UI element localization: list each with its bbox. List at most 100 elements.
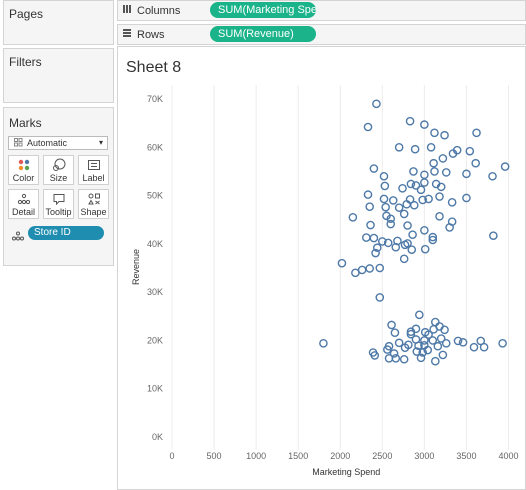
filters-title: Filters	[9, 55, 42, 69]
data-point	[411, 181, 421, 190]
data-point	[435, 212, 444, 221]
data-point	[435, 192, 444, 201]
color-button[interactable]: Color	[8, 155, 39, 185]
data-point	[369, 164, 379, 173]
data-point	[453, 336, 463, 346]
y-tick-label: 70K	[147, 94, 163, 104]
data-point	[489, 231, 498, 240]
data-point	[429, 325, 438, 334]
y-tick-label: 60K	[147, 142, 163, 152]
data-point	[383, 345, 392, 354]
data-point	[386, 219, 396, 229]
data-point	[394, 338, 404, 348]
data-point	[387, 320, 396, 330]
data-point	[400, 240, 410, 250]
rows-shelf[interactable]: Rows SUM(Revenue)	[117, 24, 526, 45]
data-point	[479, 342, 489, 352]
data-point	[409, 200, 419, 210]
shape-button[interactable]: Shape	[78, 189, 109, 219]
filters-card[interactable]: Filters	[3, 48, 114, 103]
y-axis-label: Revenue	[131, 249, 141, 285]
data-point	[445, 223, 454, 232]
x-tick-label: 1000	[246, 451, 266, 461]
data-point	[383, 238, 393, 248]
y-tick-label: 10K	[147, 384, 163, 394]
detail-field-icon	[11, 228, 25, 246]
columns-label: Columns	[137, 4, 181, 17]
store-id-pill[interactable]: Store ID	[28, 226, 104, 240]
detail-button[interactable]: Detail	[8, 189, 39, 219]
data-point	[406, 327, 416, 337]
data-point	[431, 356, 440, 366]
data-point	[394, 142, 404, 152]
size-button[interactable]: Size	[43, 155, 74, 185]
x-tick-label: 3500	[456, 451, 476, 461]
detail-icon	[9, 192, 38, 208]
data-point	[488, 171, 497, 181]
rows-shelf-label: Rows	[122, 28, 165, 41]
tooltip-icon	[44, 192, 73, 208]
data-point	[424, 194, 433, 204]
data-point	[371, 248, 380, 258]
data-point	[372, 243, 382, 253]
y-tick-label: 50K	[147, 191, 163, 201]
data-point	[363, 122, 373, 132]
data-point	[357, 265, 367, 275]
color-label: Color	[12, 173, 35, 183]
data-point	[420, 120, 429, 129]
data-point	[369, 233, 379, 243]
label-label: Label	[82, 173, 105, 183]
y-tick-label: 0K	[152, 432, 163, 442]
data-point	[406, 179, 416, 189]
y-tick-label: 30K	[147, 287, 163, 297]
data-point	[362, 233, 371, 242]
data-point	[375, 263, 385, 273]
data-point	[448, 149, 458, 158]
detail-label: Detail	[11, 207, 35, 217]
columns-pill[interactable]: SUM(Marketing Spen..	[210, 2, 316, 18]
rows-icon	[122, 28, 132, 41]
data-point	[440, 130, 449, 140]
tooltip-label: Tooltip	[45, 207, 72, 217]
x-tick-label: 0	[169, 451, 174, 461]
data-point	[407, 245, 417, 254]
data-point	[394, 203, 404, 212]
data-point	[381, 202, 390, 212]
mark-type-dropdown[interactable]: Automatic ▾	[8, 136, 108, 150]
data-point	[389, 349, 399, 358]
data-point	[399, 354, 409, 364]
data-point	[476, 336, 486, 346]
columns-shelf[interactable]: Columns SUM(Marketing Spen..	[117, 0, 526, 21]
pages-card[interactable]: Pages	[3, 0, 114, 45]
data-point	[382, 211, 391, 221]
data-point	[416, 185, 426, 195]
tooltip-button[interactable]: Tooltip	[43, 189, 74, 219]
data-point	[462, 169, 471, 179]
data-point	[433, 341, 443, 351]
x-tick-label: 2500	[372, 451, 392, 461]
data-point	[410, 144, 420, 154]
data-point	[429, 158, 438, 168]
rows-pill[interactable]: SUM(Revenue)	[210, 26, 316, 42]
columns-shelf-label: Columns	[122, 4, 180, 17]
data-point	[403, 221, 412, 230]
data-point	[436, 182, 446, 192]
data-point	[430, 167, 439, 176]
label-button[interactable]: Label	[78, 155, 109, 185]
chart-view: Sheet 8 0 500 1000 1500 2000 2500 3000 3500 4000…	[117, 46, 526, 490]
data-point	[365, 202, 374, 211]
data-point	[469, 342, 479, 352]
color-icon	[9, 158, 38, 174]
data-point	[379, 171, 389, 181]
data-point	[431, 317, 440, 327]
data-point	[406, 329, 416, 339]
label-icon	[79, 158, 108, 174]
data-point	[441, 168, 451, 177]
data-point	[500, 162, 510, 171]
rows-label: Rows	[137, 28, 165, 41]
data-point	[426, 142, 436, 152]
data-point	[420, 226, 429, 235]
data-point	[378, 237, 387, 246]
data-point	[498, 339, 507, 348]
data-point	[390, 328, 400, 338]
